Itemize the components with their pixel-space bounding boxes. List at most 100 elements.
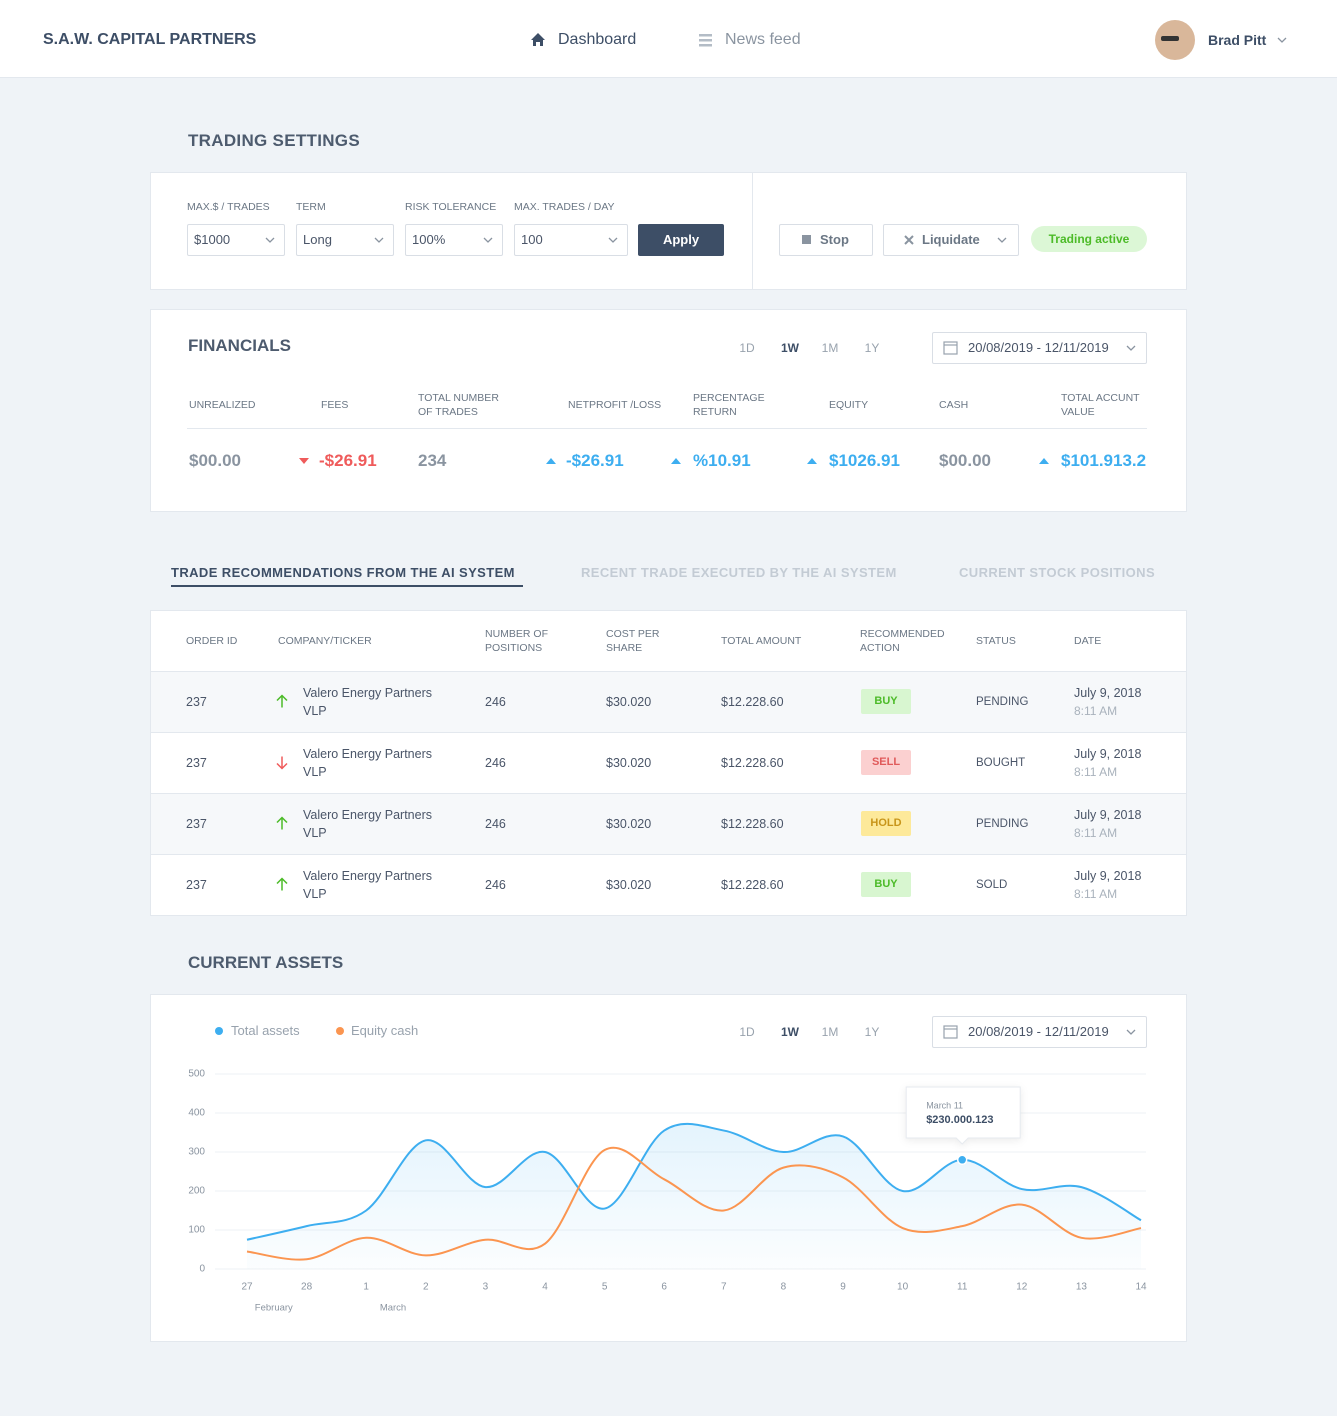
top-bar [0,0,1337,78]
user-name[interactable]: Brad Pitt [1208,32,1267,48]
stop-label: Stop [820,232,849,247]
nav-item[interactable]: News feed [725,31,801,48]
positions: 246 [485,816,506,831]
metric-label-box: PERCENTAGE RETURN [693,390,788,420]
table-row [151,732,1186,793]
column-header-box: DATE [1074,626,1164,656]
column-header: COMPANY/TICKER [278,635,372,647]
field-label: RISK TOLERANCE [405,201,497,213]
legend-label: Equity cash [351,1023,419,1038]
column-header: DATE [1074,635,1102,647]
table-row [151,671,1186,732]
tab-underline [171,585,523,587]
tab[interactable]: RECENT TRADE EXECUTED BY THE AI SYSTEM [581,565,897,580]
status: SOLD [976,878,1008,891]
ticker: VLP [303,764,327,779]
metric-label-box: UNREALIZED [189,390,284,420]
column-header: COST PER SHARE [606,628,660,654]
metric-label: NETPROFIT /LOSS [568,399,662,411]
period-tab[interactable]: 1M [821,1025,839,1039]
total: $12.228.60 [721,694,784,709]
column-header: NUMBER OF POSITIONS [485,628,548,654]
company: Valero Energy Partners [303,685,432,700]
metric-label-box: CASH [939,390,1034,420]
metric-label-box: NETPROFIT /LOSS [568,390,663,420]
metric-value: $1026.91 [829,451,900,470]
metric-label: CASH [939,399,969,411]
company: Valero Energy Partners [303,807,432,822]
action-badge: SELL [861,750,911,775]
select-value: Long [303,232,332,247]
column-header-box: RECOMMENDED ACTION [860,626,950,656]
brand: S.A.W. CAPITAL PARTNERS [43,31,257,48]
date-range: 20/08/2019 - 12/11/2019 [968,340,1109,355]
metric-label: TOTAL ACCUNT VALUE [1061,392,1140,418]
metric-value: %10.91 [693,451,751,470]
status-pill: Trading active [1031,226,1147,252]
metric-value: -$26.91 [566,451,624,470]
tab[interactable]: CURRENT STOCK POSITIONS [959,565,1156,580]
date: July 9, 2018 [1074,685,1142,700]
column-header-box: NUMBER OF POSITIONS [485,626,575,656]
column-header-box: ORDER ID [186,626,276,656]
column-header: ORDER ID [186,635,238,647]
table-row [151,793,1186,854]
liquidate-label: Liquidate [922,232,980,247]
apply-button[interactable]: Apply [638,224,724,256]
date-picker[interactable] [932,1016,1147,1048]
field-label: TERM [296,201,326,213]
time: 8:11 AM [1074,825,1118,840]
time: 8:11 AM [1074,703,1118,718]
time: 8:11 AM [1074,886,1118,901]
date: July 9, 2018 [1074,746,1142,761]
divider [187,428,1147,429]
company: Valero Energy Partners [303,868,432,883]
period-tab[interactable]: 1M [821,341,839,355]
order-id: 237 [186,755,207,770]
metric-label: UNREALIZED [189,399,256,411]
order-id: 237 [186,877,207,892]
field-label: MAX. TRADES / DAY [514,201,615,213]
total: $12.228.60 [721,877,784,892]
positions: 246 [485,694,506,709]
metric-label-box: TOTAL NUMBER OF TRADES [418,390,513,420]
total: $12.228.60 [721,816,784,831]
ticker: VLP [303,703,327,718]
section-title: FINANCIALS [188,336,291,355]
metric-label: FEES [321,399,349,411]
metric-value: -$26.91 [319,451,377,470]
metric-label-box: TOTAL ACCUNT VALUE [1061,390,1151,420]
action-badge: HOLD [861,811,911,836]
period-tab[interactable]: 1W [781,341,799,355]
metric-label: EQUITY [829,399,869,411]
column-header-box: TOTAL AMOUNT [721,626,811,656]
period-tab[interactable]: 1D [739,1025,755,1039]
company: Valero Energy Partners [303,746,432,761]
table-row [151,854,1186,915]
metric-value: $00.00 [939,451,991,470]
stop-button[interactable] [779,224,873,256]
metric-value: $101.913.2 [1061,451,1147,470]
tab[interactable]: TRADE RECOMMENDATIONS FROM THE AI SYSTEM [171,565,515,580]
date-picker[interactable] [932,332,1147,364]
period-tab[interactable]: 1Y [864,341,880,355]
select-value: 100 [521,232,543,247]
select-value: 100% [412,232,446,247]
column-header: TOTAL AMOUNT [721,635,802,647]
period-tab[interactable]: 1Y [864,1025,880,1039]
positions: 246 [485,877,506,892]
metric-value: 234 [418,451,447,470]
period-tab[interactable]: 1W [781,1025,799,1039]
ticker: VLP [303,886,327,901]
divider [752,172,753,290]
section-title: TRADING SETTINGS [188,131,360,150]
column-header: STATUS [976,635,1016,647]
total: $12.228.60 [721,755,784,770]
status: BOUGHT [976,756,1026,769]
cost: $30.020 [606,877,652,892]
nav-item[interactable]: Dashboard [558,31,637,48]
period-tab[interactable]: 1D [739,341,755,355]
order-id: 237 [186,816,207,831]
date: July 9, 2018 [1074,807,1142,822]
